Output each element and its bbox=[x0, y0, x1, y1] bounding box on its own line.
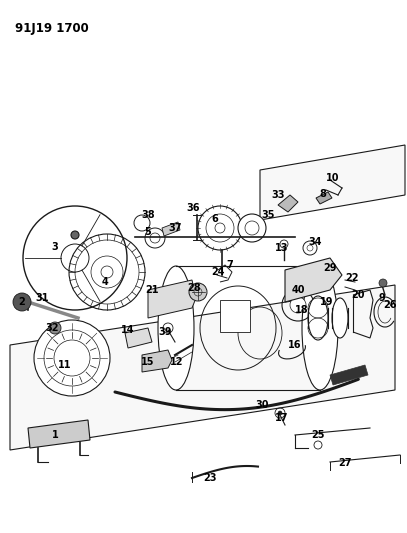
Circle shape bbox=[280, 240, 288, 248]
Polygon shape bbox=[330, 365, 368, 385]
Polygon shape bbox=[125, 328, 152, 348]
Text: 15: 15 bbox=[141, 357, 155, 367]
Text: 19: 19 bbox=[320, 297, 334, 307]
Text: 33: 33 bbox=[271, 190, 285, 200]
Text: 31: 31 bbox=[35, 293, 49, 303]
Circle shape bbox=[13, 293, 31, 311]
Text: 29: 29 bbox=[323, 263, 337, 273]
Ellipse shape bbox=[61, 244, 89, 272]
Text: 28: 28 bbox=[187, 283, 201, 293]
Circle shape bbox=[215, 223, 225, 233]
Text: 39: 39 bbox=[158, 327, 172, 337]
Text: 8: 8 bbox=[319, 189, 326, 199]
Text: 26: 26 bbox=[383, 300, 397, 310]
Ellipse shape bbox=[302, 266, 338, 390]
Circle shape bbox=[290, 297, 306, 313]
Polygon shape bbox=[278, 195, 298, 212]
Polygon shape bbox=[28, 420, 90, 448]
Text: 5: 5 bbox=[144, 227, 151, 237]
Circle shape bbox=[101, 266, 113, 278]
Ellipse shape bbox=[332, 298, 348, 338]
Text: 12: 12 bbox=[170, 357, 184, 367]
Text: 38: 38 bbox=[141, 210, 155, 220]
Ellipse shape bbox=[308, 296, 328, 340]
Ellipse shape bbox=[23, 206, 127, 310]
Text: 7: 7 bbox=[227, 260, 233, 270]
Text: 21: 21 bbox=[145, 285, 159, 295]
Text: 18: 18 bbox=[295, 305, 309, 315]
Text: 10: 10 bbox=[326, 173, 340, 183]
Circle shape bbox=[238, 214, 266, 242]
Text: 25: 25 bbox=[311, 430, 325, 440]
Text: 35: 35 bbox=[261, 210, 275, 220]
Text: 34: 34 bbox=[308, 237, 322, 247]
Text: 23: 23 bbox=[203, 473, 217, 483]
Text: 40: 40 bbox=[291, 285, 305, 295]
Polygon shape bbox=[162, 222, 180, 236]
Text: 14: 14 bbox=[121, 325, 135, 335]
Text: 32: 32 bbox=[45, 323, 59, 333]
Ellipse shape bbox=[158, 266, 194, 390]
Polygon shape bbox=[148, 280, 196, 318]
Circle shape bbox=[34, 320, 110, 396]
Circle shape bbox=[198, 206, 242, 250]
Circle shape bbox=[379, 279, 387, 287]
Polygon shape bbox=[260, 145, 405, 220]
Text: 20: 20 bbox=[351, 290, 365, 300]
Circle shape bbox=[49, 322, 61, 334]
Text: 16: 16 bbox=[288, 340, 302, 350]
Circle shape bbox=[278, 411, 282, 415]
Text: 37: 37 bbox=[168, 223, 182, 233]
Text: 4: 4 bbox=[102, 277, 108, 287]
Text: 13: 13 bbox=[275, 243, 289, 253]
Text: 1: 1 bbox=[52, 430, 58, 440]
Text: 9: 9 bbox=[379, 293, 385, 303]
Circle shape bbox=[189, 283, 207, 301]
Text: 30: 30 bbox=[255, 400, 269, 410]
Text: 91J19 1700: 91J19 1700 bbox=[15, 22, 89, 35]
Text: 24: 24 bbox=[211, 267, 225, 277]
Text: 22: 22 bbox=[345, 273, 359, 283]
Text: 3: 3 bbox=[52, 242, 58, 252]
Text: 27: 27 bbox=[338, 458, 352, 468]
Polygon shape bbox=[142, 350, 172, 372]
Circle shape bbox=[71, 231, 79, 239]
Text: 36: 36 bbox=[186, 203, 200, 213]
Bar bbox=[220, 300, 250, 332]
Text: 2: 2 bbox=[19, 297, 25, 307]
Polygon shape bbox=[316, 192, 332, 204]
Text: 17: 17 bbox=[275, 413, 289, 423]
Text: 11: 11 bbox=[58, 360, 72, 370]
Polygon shape bbox=[10, 285, 395, 450]
Text: 6: 6 bbox=[212, 214, 219, 224]
Polygon shape bbox=[285, 258, 342, 302]
